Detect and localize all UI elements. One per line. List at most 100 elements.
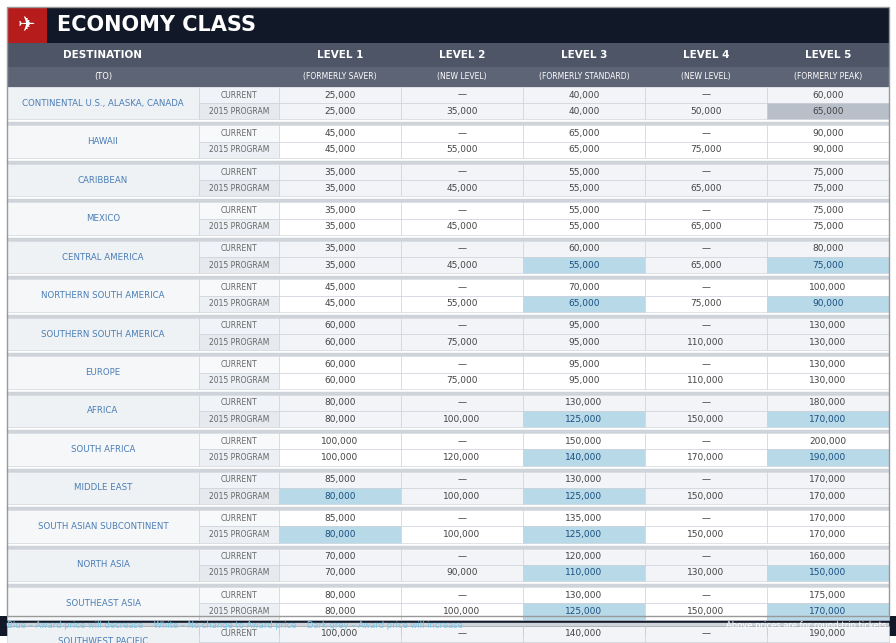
Bar: [7, 507, 889, 510]
Bar: [523, 87, 645, 104]
Text: 80,000: 80,000: [324, 607, 356, 616]
Bar: [523, 510, 645, 527]
Bar: [7, 469, 889, 472]
Bar: [767, 587, 889, 603]
Text: (NEW LEVEL): (NEW LEVEL): [437, 73, 487, 82]
Bar: [645, 318, 767, 334]
Text: 55,000: 55,000: [446, 145, 478, 154]
Bar: [645, 334, 767, 350]
Text: —: —: [702, 629, 711, 638]
Text: —: —: [702, 514, 711, 523]
Bar: [401, 411, 523, 427]
Text: 170,000: 170,000: [809, 491, 847, 500]
Text: CURRENT: CURRENT: [220, 360, 257, 369]
Text: 2015 PROGRAM: 2015 PROGRAM: [209, 145, 269, 154]
Text: 45,000: 45,000: [446, 222, 478, 231]
Bar: [523, 296, 645, 312]
Bar: [523, 449, 645, 466]
Bar: [523, 356, 645, 372]
Bar: [523, 318, 645, 334]
Bar: [767, 141, 889, 158]
Text: NORTHERN SOUTH AMERICA: NORTHERN SOUTH AMERICA: [41, 291, 165, 300]
Text: —: —: [702, 168, 711, 177]
Text: 45,000: 45,000: [324, 145, 356, 154]
Text: —: —: [702, 91, 711, 100]
Bar: [767, 548, 889, 565]
Text: —: —: [458, 591, 467, 600]
Bar: [523, 433, 645, 449]
Bar: [645, 241, 767, 257]
Text: 55,000: 55,000: [568, 184, 599, 193]
Bar: [645, 527, 767, 543]
Bar: [401, 626, 523, 642]
Text: —: —: [458, 399, 467, 408]
Text: CURRENT: CURRENT: [220, 283, 257, 292]
Bar: [279, 488, 401, 504]
Text: 60,000: 60,000: [324, 338, 356, 347]
Text: 40,000: 40,000: [568, 107, 599, 116]
Text: 55,000: 55,000: [568, 206, 599, 215]
Text: 45,000: 45,000: [324, 283, 356, 292]
Bar: [401, 603, 523, 620]
Text: 75,000: 75,000: [446, 376, 478, 385]
Text: —: —: [458, 283, 467, 292]
Text: 2015 PROGRAM: 2015 PROGRAM: [209, 491, 269, 500]
Bar: [199, 141, 279, 158]
Bar: [279, 626, 401, 642]
Bar: [7, 7, 889, 43]
Text: AFRICA: AFRICA: [88, 406, 118, 415]
Text: CENTRAL AMERICA: CENTRAL AMERICA: [62, 253, 143, 262]
Bar: [401, 203, 523, 219]
Bar: [645, 203, 767, 219]
Bar: [523, 125, 645, 141]
Bar: [767, 334, 889, 350]
Bar: [7, 203, 199, 235]
Bar: [767, 203, 889, 219]
Bar: [767, 318, 889, 334]
Bar: [279, 603, 401, 620]
Text: 60,000: 60,000: [813, 91, 844, 100]
Text: 110,000: 110,000: [687, 338, 725, 347]
Text: CONTINENTAL U.S., ALASKA, CANADA: CONTINENTAL U.S., ALASKA, CANADA: [22, 99, 184, 108]
Text: 130,000: 130,000: [565, 475, 603, 484]
Text: 35,000: 35,000: [446, 107, 478, 116]
Bar: [199, 257, 279, 273]
Text: 35,000: 35,000: [324, 206, 356, 215]
Bar: [401, 565, 523, 581]
Bar: [7, 622, 889, 626]
Text: CURRENT: CURRENT: [220, 552, 257, 561]
Bar: [199, 318, 279, 334]
Text: (NEW LEVEL): (NEW LEVEL): [681, 73, 731, 82]
Bar: [767, 356, 889, 372]
Bar: [645, 219, 767, 235]
Text: CURRENT: CURRENT: [220, 244, 257, 253]
Text: 95,000: 95,000: [568, 360, 599, 369]
Bar: [7, 161, 889, 164]
Bar: [645, 87, 767, 104]
Text: 75,000: 75,000: [813, 168, 844, 177]
Text: 120,000: 120,000: [444, 453, 480, 462]
Bar: [767, 164, 889, 180]
Bar: [523, 241, 645, 257]
Text: 65,000: 65,000: [690, 222, 722, 231]
Text: 65,000: 65,000: [568, 129, 599, 138]
Text: MEXICO: MEXICO: [86, 214, 120, 223]
Bar: [279, 565, 401, 581]
Bar: [401, 587, 523, 603]
Bar: [767, 241, 889, 257]
Text: LEVEL 4: LEVEL 4: [683, 50, 729, 60]
Text: 2015 PROGRAM: 2015 PROGRAM: [209, 530, 269, 539]
Bar: [279, 472, 401, 488]
Bar: [279, 141, 401, 158]
Text: 35,000: 35,000: [324, 168, 356, 177]
Bar: [279, 318, 401, 334]
Bar: [199, 125, 279, 141]
Bar: [7, 395, 199, 427]
Bar: [645, 603, 767, 620]
Bar: [199, 433, 279, 449]
Text: 80,000: 80,000: [324, 415, 356, 424]
Bar: [199, 472, 279, 488]
Bar: [7, 67, 889, 87]
Bar: [645, 104, 767, 120]
Text: 125,000: 125,000: [565, 530, 603, 539]
